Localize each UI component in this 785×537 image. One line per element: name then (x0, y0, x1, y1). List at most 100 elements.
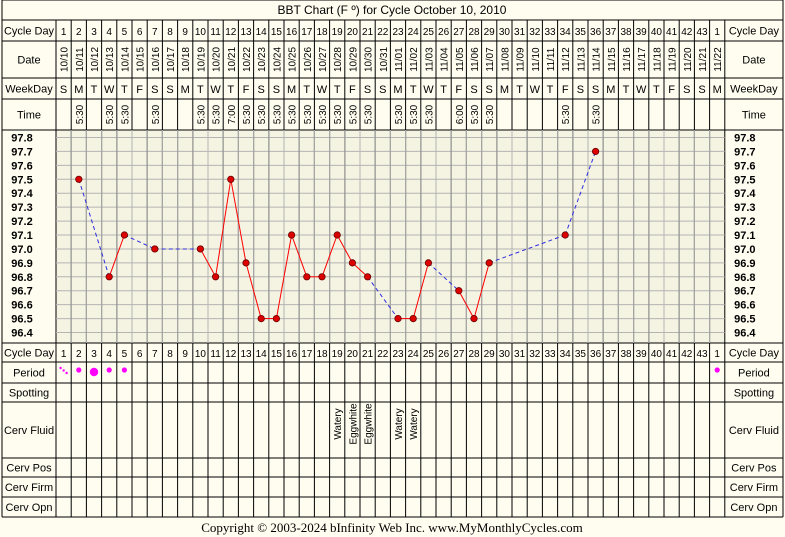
y-tick-label: 97.5 (11, 174, 32, 186)
cycle-day-cell: 30 (499, 27, 511, 38)
cycle-day-cell-bottom: 43 (696, 349, 708, 360)
date-cell: 11/15 (607, 47, 618, 72)
weekday-cell: F (562, 84, 569, 96)
cycle-day-cell: 25 (423, 27, 435, 38)
date-cell: 11/13 (576, 47, 587, 72)
cycle-day-cell-bottom: 40 (651, 349, 663, 360)
date-cell: 10/30 (364, 47, 375, 72)
time-cell: 5:30 (212, 104, 223, 124)
cycle-day-cell: 41 (666, 27, 678, 38)
time-cell: 5:30 (348, 104, 359, 124)
y-tick-label-right: 97.5 (734, 174, 755, 186)
temp-point (212, 273, 220, 281)
cycle-day-cell: 16 (286, 27, 298, 38)
date-cell: 11/20 (683, 47, 694, 72)
period-spot (65, 371, 68, 375)
date-cell: 11/06 (470, 47, 481, 72)
weekday-cell: T (91, 84, 98, 96)
temp-point (105, 273, 113, 281)
weekday-cell: W (423, 84, 434, 96)
time-cell: 5:30 (409, 104, 420, 124)
weekday-cell: W (104, 84, 115, 96)
cycle-day-cell: 12 (225, 27, 237, 38)
weekday-cell: S (470, 84, 477, 96)
row-label-right-pos: Cerv Pos (731, 463, 777, 475)
weekday-cell: T (303, 84, 310, 96)
weekday-cell: W (317, 84, 328, 96)
weekday-cell: M (606, 84, 615, 96)
y-tick-label: 96.6 (11, 300, 32, 312)
y-tick-label-right: 97.1 (734, 230, 755, 242)
cycle-day-cell-bottom: 11 (210, 349, 221, 360)
date-cell: 10/11 (75, 47, 86, 72)
time-cell: 5:30 (105, 104, 116, 124)
row-label-fluid: Cerv Fluid (4, 425, 54, 437)
y-tick-label: 97.0 (11, 244, 32, 256)
cycle-day-cell: 1 (714, 27, 720, 38)
period-spot (59, 366, 62, 370)
temp-line (321, 234, 338, 277)
date-cell: 11/03 (424, 47, 435, 72)
cycle-day-cell: 11 (210, 27, 221, 38)
cycle-day-cell-bottom: 21 (362, 349, 374, 360)
date-cell: 11/05 (455, 47, 466, 72)
y-tick-label-right: 96.8 (734, 272, 755, 284)
date-cell: 10/13 (105, 47, 116, 72)
cycle-day-cell: 4 (106, 27, 112, 38)
temp-point (75, 175, 83, 183)
row-label-time: Time (17, 110, 41, 122)
weekday-cell: S (379, 84, 386, 96)
time-cell: 5:30 (485, 104, 496, 124)
cycle-day-cell-bottom: 13 (240, 349, 252, 360)
cycle-day-cell-bottom: 5 (122, 349, 128, 360)
weekday-cell: M (287, 84, 296, 96)
cycle-day-cell: 34 (560, 27, 572, 38)
temp-line (230, 179, 247, 263)
y-tick-label: 97.3 (11, 202, 32, 214)
cycle-day-cell-bottom: 3 (91, 349, 97, 360)
weekday-cell: S (364, 84, 371, 96)
cycle-day-cell: 20 (347, 27, 359, 38)
time-cell: 5:30 (394, 104, 405, 124)
cycle-day-cell: 43 (696, 27, 708, 38)
cycle-day-cell: 38 (620, 27, 632, 38)
cycle-day-cell-bottom: 23 (392, 349, 404, 360)
date-cell: 10/19 (196, 47, 207, 72)
temp-line (336, 234, 353, 264)
period-dot (76, 367, 82, 373)
weekday-cell: S (60, 84, 67, 96)
y-tick-label-right: 97.6 (734, 160, 755, 172)
weekday-cell: T (334, 84, 341, 96)
period-dot-heavy (89, 367, 99, 377)
date-cell: 10/25 (288, 47, 299, 72)
weekday-cell: S (698, 84, 705, 96)
row-label-right-day: Cycle Day (729, 26, 780, 38)
y-tick-label-right: 97.8 (734, 133, 755, 145)
weekday-cell: F (668, 84, 675, 96)
cycle-day-cell: 22 (377, 27, 389, 38)
cycle-day-cell: 24 (408, 27, 420, 38)
temp-point (561, 231, 569, 239)
temp-line-dashed (78, 179, 110, 277)
row-label-wd: WeekDay (5, 84, 53, 96)
y-tick-label: 97.6 (11, 160, 32, 172)
weekday-cell: M (713, 84, 722, 96)
time-cell: 5:30 (592, 104, 603, 124)
cycle-day-cell: 6 (137, 27, 143, 38)
row-label-date: Date (17, 55, 40, 67)
y-tick-label-right: 97.0 (734, 244, 755, 256)
time-cell: 5:30 (288, 104, 299, 124)
cycle-day-cell: 32 (529, 27, 541, 38)
time-cell: 5:30 (257, 104, 268, 124)
cycle-day-cell: 9 (182, 27, 188, 38)
weekday-cell: S (151, 84, 158, 96)
cycle-day-cell-bottom: 28 (468, 349, 480, 360)
y-tick-label-right: 96.9 (734, 258, 755, 270)
date-cell: 10/18 (181, 47, 192, 72)
cycle-day-cell-bottom: 20 (347, 349, 359, 360)
period-spot (62, 369, 65, 372)
y-tick-label: 96.5 (11, 314, 32, 326)
temp-point (394, 314, 402, 323)
cycle-day-cell-bottom: 12 (225, 349, 237, 360)
cycle-day-cell-bottom: 15 (271, 349, 283, 360)
